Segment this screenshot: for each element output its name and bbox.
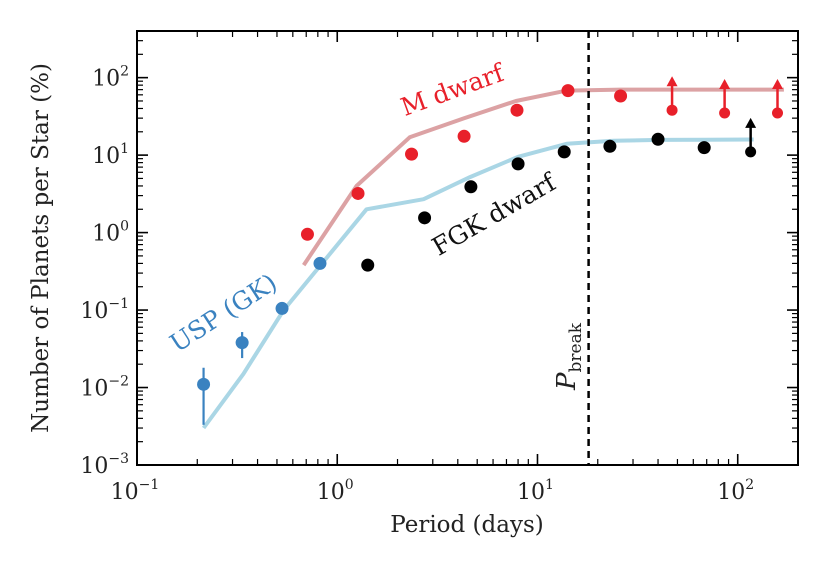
x-tick-label-3-base: 10	[717, 480, 745, 505]
x-tick-label-0-base: 10	[111, 480, 139, 505]
pbreak-subscript: break	[566, 322, 586, 372]
fgk-dwarf-point-1	[361, 258, 375, 272]
usp-point-1	[197, 377, 211, 391]
x-tick-label-3-exp: 2	[745, 477, 754, 493]
x-axis-label: Period (days)	[390, 512, 543, 538]
plot-frame	[136, 30, 799, 466]
m-dwarf-point-8-limit-arrowhead	[666, 76, 678, 87]
m-dwarf-point-9-limit-arrowhead	[719, 78, 731, 89]
model-line-m-dwarf	[302, 87, 784, 267]
fgk-dwarf-point-5	[557, 145, 571, 159]
fgk-dwarf-point-8	[697, 141, 711, 155]
y-tick-label-2-base: 10	[80, 299, 108, 324]
y-tick-label-3-base: 10	[92, 222, 120, 247]
x-tick-label-1: 100	[317, 477, 354, 505]
usp-point-2	[235, 336, 249, 350]
y-tick-label-0: 10−3	[80, 451, 129, 479]
m-dwarf-point-10	[772, 107, 784, 119]
x-tick-label-0: 10−1	[111, 477, 160, 505]
y-tick-label-1-base: 10	[80, 377, 108, 402]
fgk-dwarf-point-7	[651, 132, 665, 146]
y-tick-label-0-exp: −3	[108, 451, 129, 467]
pbreak-label: Pbreak	[552, 322, 586, 391]
y-tick-label-0-base: 10	[80, 454, 108, 479]
y-tick-label-2-exp: −1	[108, 296, 129, 312]
y-tick-label-1-exp: −2	[108, 374, 129, 390]
usp-point-3	[275, 301, 289, 315]
y-tick-label-4-exp: 1	[120, 141, 129, 157]
y-tick-label-3-exp: 0	[120, 219, 129, 235]
x-tick-label-3: 102	[717, 477, 754, 505]
x-tick-label-1-exp: 0	[345, 477, 354, 493]
y-tick-label-5-base: 10	[92, 67, 120, 92]
m-dwarf-point-7	[614, 89, 628, 103]
y-axis-label: Number of Planets per Star (%)	[28, 63, 54, 433]
m-dwarf-point-10-limit-arrowhead	[772, 78, 784, 89]
x-tick-label-2-exp: 1	[545, 477, 554, 493]
fgk-dwarf-point-9	[745, 146, 757, 158]
m-dwarf-point-2	[351, 186, 365, 200]
y-tick-label-4-base: 10	[92, 144, 120, 169]
y-tick-label-1: 10−2	[80, 374, 129, 402]
fgk-dwarf-point-4	[511, 157, 525, 171]
m-dwarf-point-6	[561, 84, 575, 98]
y-tick-label-5: 102	[92, 64, 129, 92]
usp-point-4	[313, 256, 327, 270]
x-tick-label-2-base: 10	[517, 480, 545, 505]
x-tick-label-2: 101	[517, 477, 554, 505]
x-tick-label-1-base: 10	[317, 480, 345, 505]
fgk-dwarf-point-3	[464, 180, 478, 194]
m-dwarf-point-5	[510, 103, 524, 117]
y-tick-label-4: 101	[92, 141, 129, 169]
m-dwarf-point-4	[457, 129, 471, 143]
m-dwarf-point-8	[666, 104, 678, 116]
fgk-dwarf-point-2	[418, 211, 432, 225]
m-dwarf-point-9	[719, 107, 731, 119]
fgk-dwarf-point-9-limit-arrowhead	[745, 117, 757, 128]
m-dwarf-point-3	[405, 147, 419, 161]
data-points	[197, 76, 784, 425]
pbreak-symbol: P	[552, 372, 582, 391]
y-tick-label-3: 100	[92, 219, 129, 247]
x-tick-label-0-exp: −1	[139, 477, 160, 493]
y-tick-label-5-exp: 2	[120, 64, 129, 80]
y-tick-label-2: 10−1	[80, 296, 129, 324]
m-dwarf-point-1	[300, 227, 314, 241]
fgk-dwarf-point-6	[603, 139, 617, 153]
